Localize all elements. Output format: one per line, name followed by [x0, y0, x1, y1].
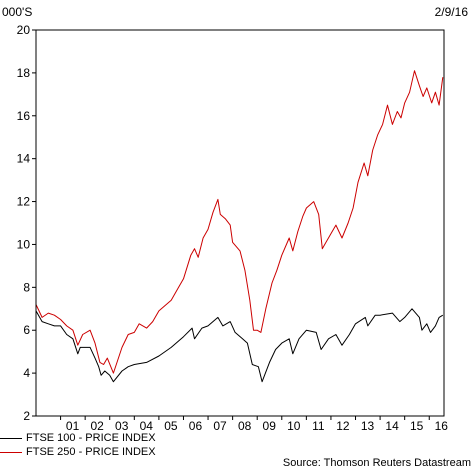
- x-tick-label-02: 02: [90, 419, 104, 433]
- x-tick-label-06: 06: [189, 419, 203, 433]
- y-tick-label-14: 14: [17, 152, 31, 166]
- x-tick-label-14: 14: [385, 419, 399, 433]
- source-note: Source: Thomson Reuters Datastream: [282, 457, 471, 469]
- plot-frame: [35, 29, 445, 417]
- x-tick-label-11: 11: [312, 419, 325, 433]
- legend-swatch-ftse-100: [0, 437, 22, 439]
- legend-label-ftse-250: FTSE 250 - PRICE INDEX: [26, 446, 156, 458]
- ftse-line-chart: 000'S 2/9/16 2 4 6 8 10 12 14 16 18 20 01 02 03 04 05…: [2, 5, 469, 433]
- x-tick-label-09: 09: [263, 419, 277, 433]
- y-tick-label-18: 18: [17, 66, 31, 80]
- y-tick-label-12: 12: [17, 195, 31, 209]
- x-tick-label-16: 16: [435, 419, 449, 433]
- y-tick-label-4: 4: [23, 366, 30, 380]
- x-tick-label-03: 03: [115, 419, 129, 433]
- y-tick-label-6: 6: [23, 323, 30, 337]
- x-tick-label-12: 12: [336, 419, 350, 433]
- y-tick-label-20: 20: [17, 23, 31, 37]
- y-tick-label-16: 16: [17, 109, 31, 123]
- legend-label-ftse-100: FTSE 100 - PRICE INDEX: [26, 432, 156, 444]
- y-tick-label-8: 8: [23, 280, 30, 294]
- series-line-ftse-250: [35, 70, 444, 374]
- date-label: 2/9/16: [435, 5, 469, 19]
- x-axis-ticks: 01 02 03 04 05 06 07 08 09 10 11 12 13 14 15 16: [60, 416, 449, 433]
- x-tick-label-08: 08: [238, 419, 252, 433]
- x-tick-label-10: 10: [287, 419, 301, 433]
- series-line-ftse-100: [35, 308, 444, 383]
- y-axis-ticks: 2 4 6 8 10 12 14 16 18 20: [17, 23, 36, 423]
- x-tick-label-07: 07: [213, 419, 227, 433]
- x-tick-label-15: 15: [410, 419, 424, 433]
- y-tick-label-2: 2: [23, 409, 30, 423]
- legend-item-ftse-100: FTSE 100 - PRICE INDEX: [0, 432, 156, 445]
- x-tick-label-01: 01: [66, 419, 80, 433]
- y-tick-label-10: 10: [17, 237, 31, 251]
- unit-label: 000'S: [2, 5, 32, 19]
- x-tick-label-05: 05: [164, 419, 178, 433]
- x-tick-label-04: 04: [140, 419, 154, 433]
- x-tick-label-13: 13: [361, 419, 375, 433]
- legend-item-ftse-250: FTSE 250 - PRICE INDEX: [0, 446, 156, 459]
- series-layer: [35, 70, 444, 383]
- legend-swatch-ftse-250: [0, 451, 22, 453]
